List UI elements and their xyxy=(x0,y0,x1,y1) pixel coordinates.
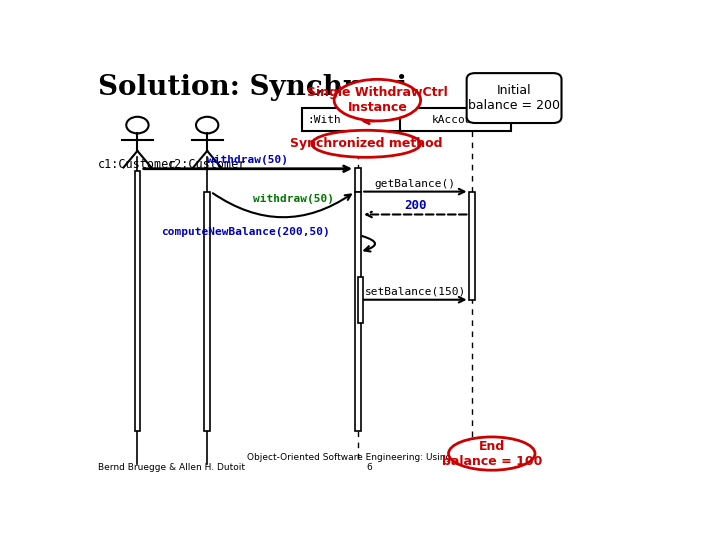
Ellipse shape xyxy=(312,130,420,157)
Text: getBalance(): getBalance() xyxy=(374,179,456,188)
Text: End
balance = 100: End balance = 100 xyxy=(441,440,542,468)
FancyBboxPatch shape xyxy=(302,109,511,131)
FancyBboxPatch shape xyxy=(358,277,364,322)
Text: Initial
balance = 200: Initial balance = 200 xyxy=(468,84,560,112)
Text: Object-Oriented Software Engineering: Using UML, P...
6: Object-Oriented Software Engineering: Us… xyxy=(247,453,491,472)
FancyBboxPatch shape xyxy=(204,192,210,431)
Text: Single WithdrawCtrl
Instance: Single WithdrawCtrl Instance xyxy=(307,86,448,114)
Text: Bernd Bruegge & Allen H. Dutoit: Bernd Bruegge & Allen H. Dutoit xyxy=(99,463,246,472)
Ellipse shape xyxy=(334,79,420,121)
Ellipse shape xyxy=(449,437,535,470)
Text: kAccount: kAccount xyxy=(432,115,486,125)
Text: c1:Customer: c1:Customer xyxy=(98,158,176,171)
Text: setBalance(150): setBalance(150) xyxy=(364,287,466,297)
FancyBboxPatch shape xyxy=(135,171,140,431)
Text: :With: :With xyxy=(307,115,341,125)
FancyBboxPatch shape xyxy=(355,192,361,431)
Text: rea: rea xyxy=(472,74,523,101)
Text: Solution: Synchroni: Solution: Synchroni xyxy=(99,74,408,101)
FancyBboxPatch shape xyxy=(355,167,361,192)
Text: 200: 200 xyxy=(404,199,426,212)
Text: withdraw(50): withdraw(50) xyxy=(207,156,288,165)
FancyBboxPatch shape xyxy=(467,73,562,123)
Text: withdraw(50): withdraw(50) xyxy=(253,194,334,204)
Text: Synchronized method: Synchronized method xyxy=(290,137,443,150)
FancyBboxPatch shape xyxy=(469,192,475,300)
Text: c2:Customer: c2:Customer xyxy=(168,158,246,171)
Text: computeNewBalance(200,50): computeNewBalance(200,50) xyxy=(161,227,330,238)
